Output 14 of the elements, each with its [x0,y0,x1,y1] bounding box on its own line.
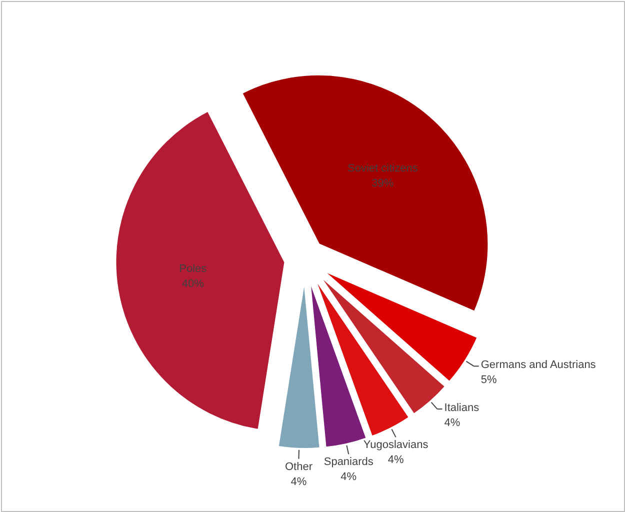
data-label: 4% [444,417,460,430]
data-label: 40% [182,278,204,290]
slice-label: Soviet citizens [348,162,418,174]
data-label: 4% [388,454,404,466]
slice-label: Italians [444,402,480,414]
slice-label: Other [284,460,313,473]
data-label: 4% [340,471,357,484]
slice-label: Yugoslavians [363,439,429,452]
slice-label: Spaniards [324,456,374,468]
slice-label: Germans and Austrians [480,359,596,372]
data-label: 4% [290,476,307,488]
slice-label: Poles [179,262,208,275]
data-label: 5% [480,374,497,386]
data-label: 39% [372,177,394,190]
